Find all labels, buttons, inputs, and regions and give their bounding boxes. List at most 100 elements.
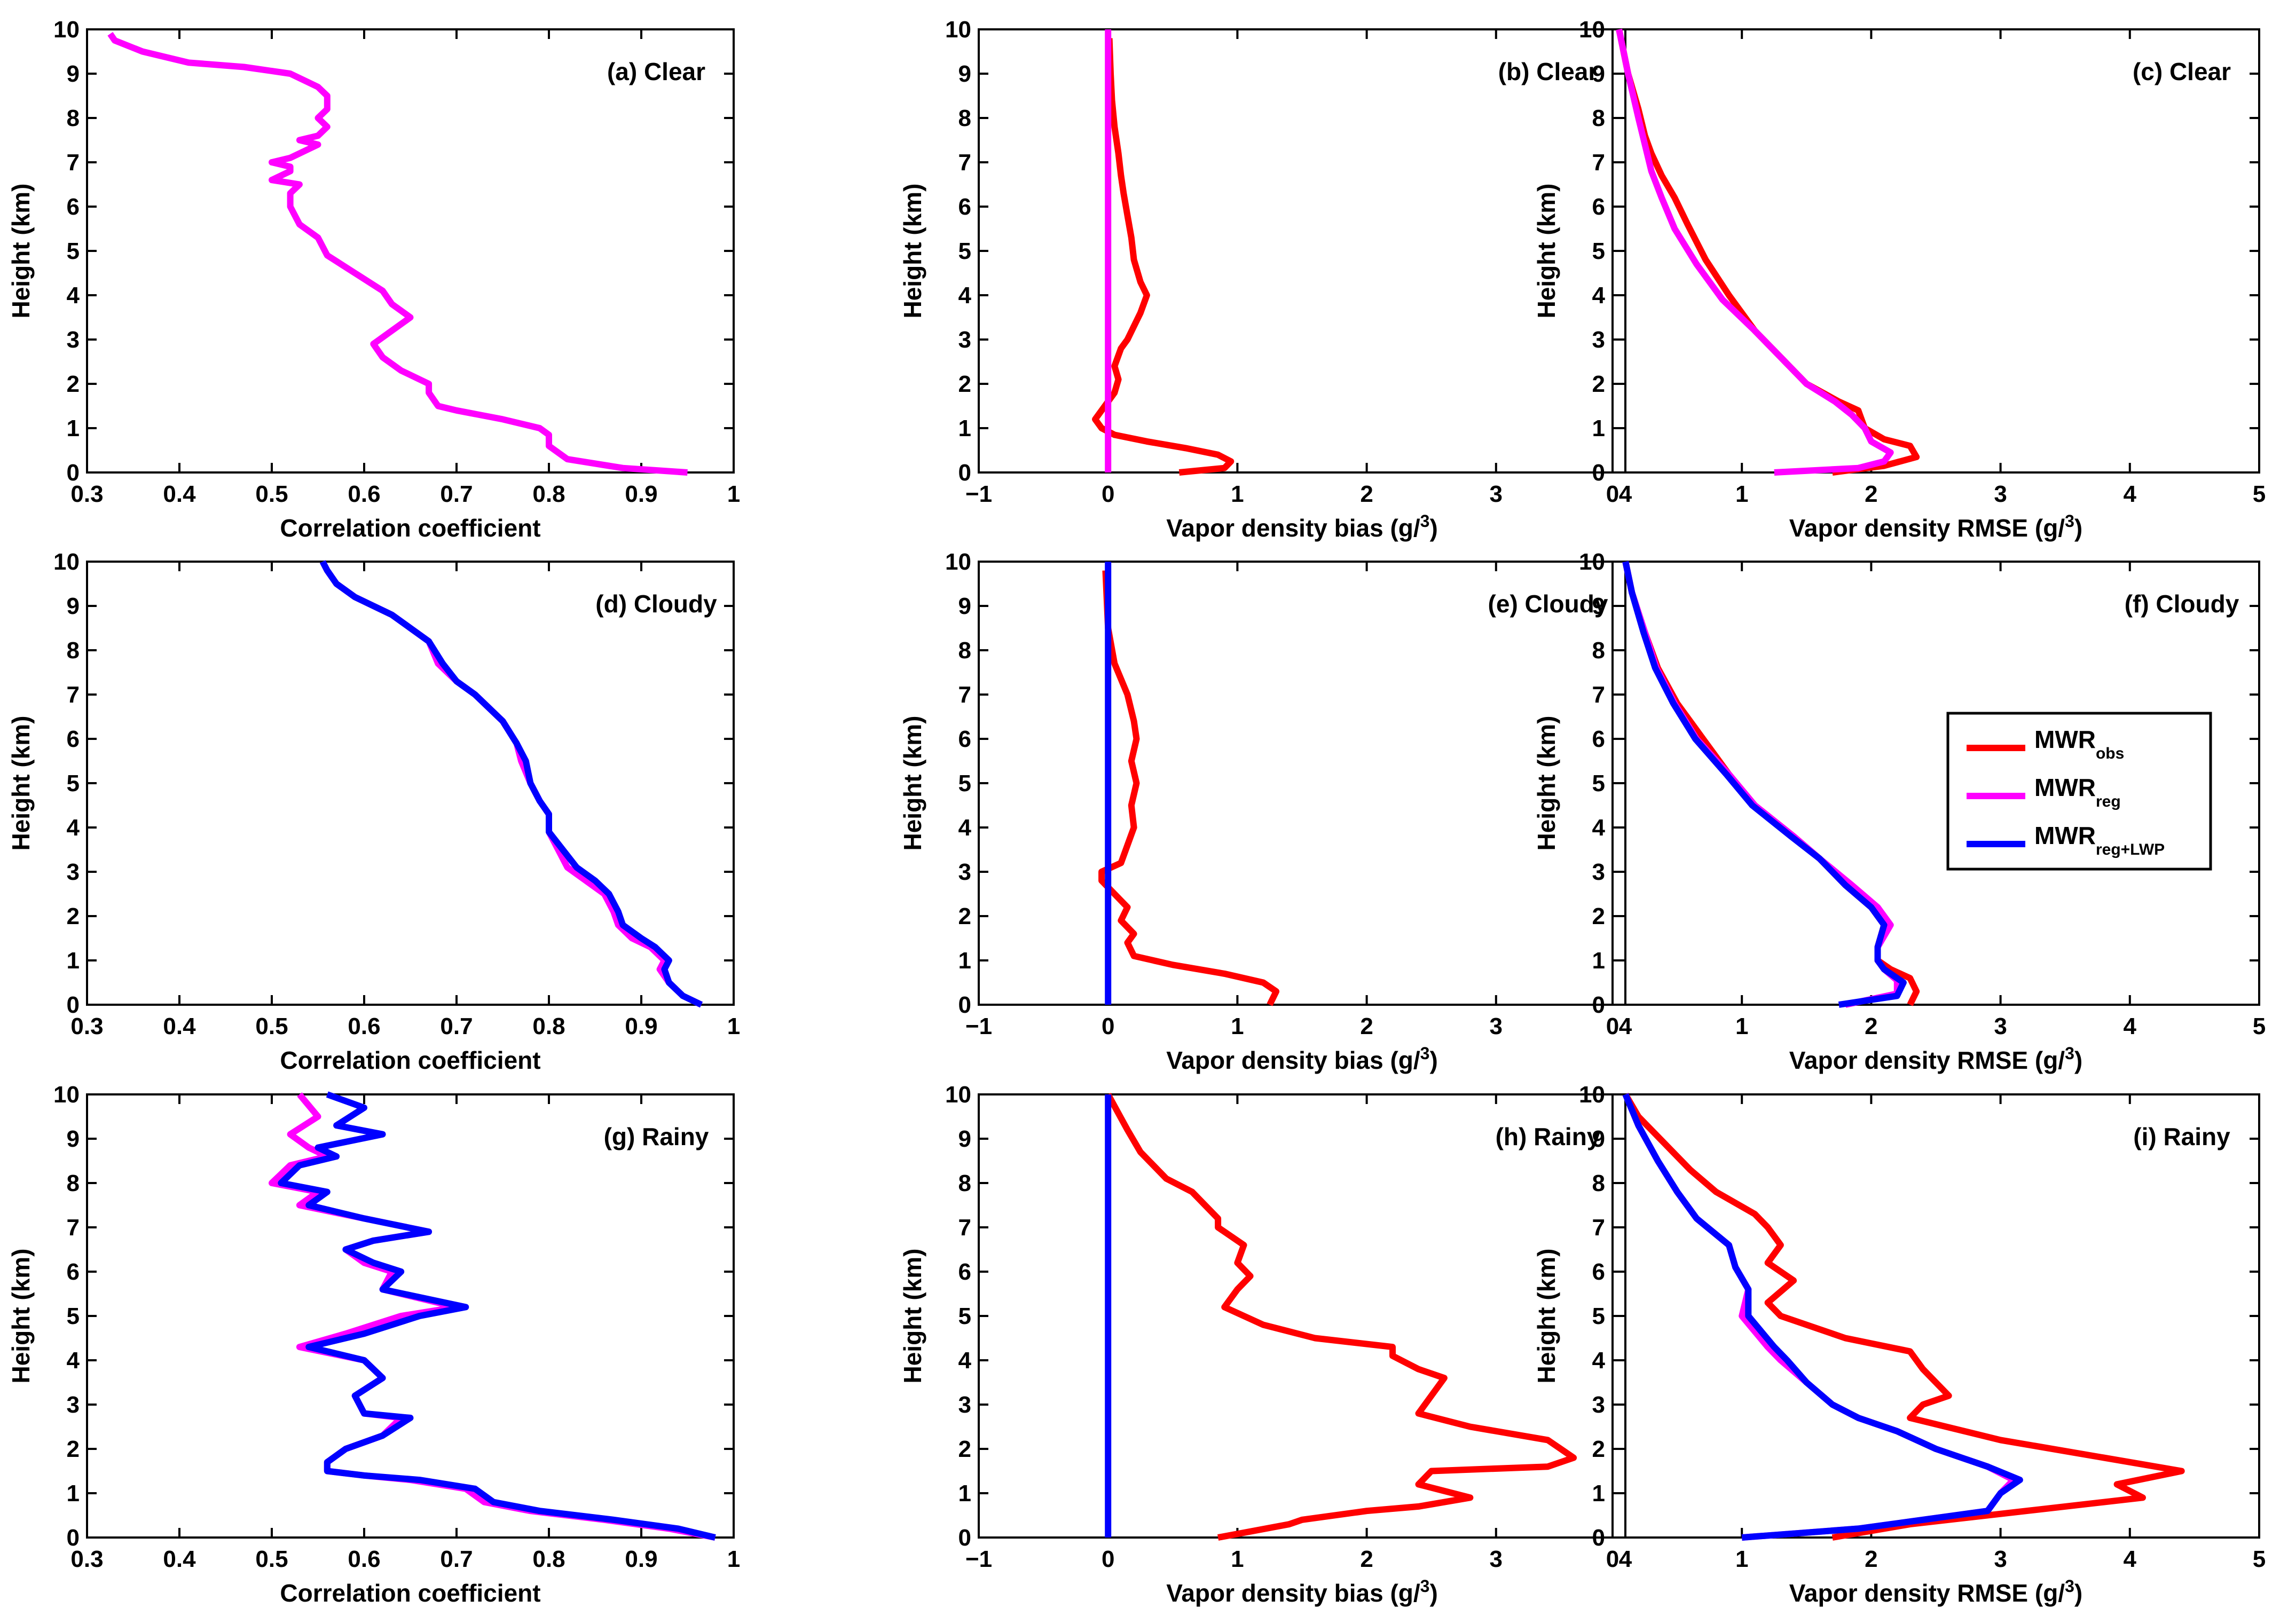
x-tick-label-b: 3 — [1490, 481, 1503, 507]
x-axis-label-f: Vapor density RMSE (g/3) — [1789, 1044, 2082, 1074]
y-axis-label-c: Height (km) — [1532, 184, 1560, 319]
y-tick-label-e: 10 — [945, 549, 971, 575]
y-tick-label-i: 1 — [1592, 1480, 1605, 1507]
x-tick-label-g: 0.7 — [440, 1546, 473, 1572]
x-tick-label-i: 5 — [2253, 1546, 2266, 1572]
y-tick-label-c: 3 — [1592, 327, 1605, 353]
y-tick-label-b: 1 — [958, 415, 971, 442]
y-tick-label-h: 6 — [958, 1259, 971, 1285]
x-tick-label-c: 1 — [1735, 481, 1748, 507]
x-tick-label-g: 0.3 — [70, 1546, 103, 1572]
legend-label-reg: MWRreg — [2034, 774, 2121, 810]
x-tick-label-d: 0.6 — [348, 1013, 380, 1039]
panel-a: 0 1 2 3 4 5 6 7 8 9 10 0.3 0.4 0.5 0.6 0.7 0.8 0.9 1 Height… — [7, 17, 740, 542]
x-tick-label-h: 1 — [1231, 1546, 1244, 1572]
y-tick-label-f: 5 — [1592, 770, 1605, 797]
y-tick-label-h: 9 — [958, 1126, 971, 1152]
y-axis-label-f: Height (km) — [1532, 716, 1560, 851]
y-tick-label-h: 7 — [958, 1215, 971, 1241]
y-tick-label-c: 5 — [1592, 238, 1605, 264]
x-axis-label-b: Vapor density bias (g/3) — [1166, 511, 1438, 542]
y-tick-label-e: 0 — [958, 992, 971, 1018]
x-tick-label-a: 0.4 — [163, 481, 196, 507]
y-tick-label-h: 2 — [958, 1436, 971, 1462]
series-g-reglwp — [278, 1091, 716, 1541]
x-tick-label-h: −1 — [965, 1546, 992, 1572]
x-axis-label-h: Vapor density bias (g/3) — [1166, 1576, 1438, 1607]
y-tick-label-e: 1 — [958, 948, 971, 974]
x-tick-label-g: 0.5 — [255, 1546, 288, 1572]
series-f-reglwp — [1622, 561, 1907, 1008]
x-tick-label-h: 0 — [1102, 1546, 1114, 1572]
y-tick-label-f: 0 — [1592, 992, 1605, 1018]
x-tick-label-e: 1 — [1231, 1013, 1244, 1039]
y-axis-label-a: Height (km) — [7, 184, 35, 319]
y-tick-label-g: 5 — [67, 1303, 80, 1329]
panel-title-i: (i) Rainy — [2133, 1123, 2230, 1150]
y-tick-label-a: 6 — [67, 194, 80, 220]
panel-f: 0 1 2 3 4 5 6 7 8 9 10 0 1 2 3 4 5 Height (km) Vapor densi… — [1532, 549, 2266, 1074]
series-b-obs — [1092, 38, 1235, 476]
y-tick-label-a: 10 — [53, 17, 80, 43]
y-tick-label-i: 6 — [1592, 1259, 1605, 1285]
x-tick-label-c: 2 — [1865, 481, 1877, 507]
y-tick-label-h: 8 — [958, 1170, 971, 1196]
x-tick-label-f: 4 — [2124, 1013, 2137, 1039]
x-tick-label-d: 1 — [727, 1013, 740, 1039]
x-tick-label-e: 0 — [1102, 1013, 1114, 1039]
y-tick-label-e: 9 — [958, 593, 971, 619]
x-tick-label-c: 5 — [2253, 481, 2266, 507]
y-tick-label-i: 5 — [1592, 1303, 1605, 1329]
axes-frame-c — [1611, 28, 2260, 474]
y-tick-label-i: 0 — [1592, 1525, 1605, 1551]
y-tick-label-f: 1 — [1592, 948, 1605, 974]
series-c-reg — [1616, 28, 1894, 476]
y-tick-label-i: 8 — [1592, 1170, 1605, 1196]
y-tick-label-i: 10 — [1579, 1082, 1605, 1108]
series-d-reglwp — [319, 560, 703, 1008]
x-tick-label-i: 3 — [1994, 1546, 2007, 1572]
x-tick-label-f: 3 — [1994, 1013, 2007, 1039]
x-tick-label-b: 1 — [1231, 481, 1244, 507]
y-tick-label-g: 7 — [67, 1215, 80, 1241]
y-tick-label-b: 2 — [958, 371, 971, 397]
y-tick-label-d: 3 — [67, 859, 80, 885]
panel-title-h: (h) Rainy — [1496, 1123, 1601, 1150]
x-tick-label-b: −1 — [965, 481, 992, 507]
y-tick-label-b: 6 — [958, 194, 971, 220]
series-c-obs — [1616, 28, 1920, 476]
x-tick-label-e: 2 — [1360, 1013, 1373, 1039]
y-axis-label-d: Height (km) — [7, 716, 35, 851]
panel-title-f: (f) Cloudy — [2125, 590, 2239, 618]
series-f-obs — [1622, 561, 1920, 1006]
x-tick-label-e: −1 — [965, 1013, 992, 1039]
x-axis-label-i: Vapor density RMSE (g/3) — [1789, 1576, 2082, 1607]
panel-title-b: (b) Clear — [1498, 58, 1598, 85]
y-tick-label-e: 8 — [958, 637, 971, 664]
y-tick-label-d: 9 — [67, 593, 80, 619]
axes-frame-i — [1611, 1093, 2260, 1539]
legend-label-obs: MWRobs — [2034, 726, 2124, 762]
x-tick-label-a: 0.8 — [532, 481, 565, 507]
y-tick-label-d: 4 — [67, 815, 80, 841]
y-tick-label-b: 5 — [958, 238, 971, 264]
y-tick-label-f: 9 — [1592, 593, 1605, 619]
y-tick-label-c: 6 — [1592, 194, 1605, 220]
x-tick-label-f: 5 — [2253, 1013, 2266, 1039]
x-axis-label-g: Correlation coefficient — [280, 1579, 540, 1607]
y-tick-label-c: 8 — [1592, 105, 1605, 131]
x-tick-label-a: 0.6 — [348, 481, 380, 507]
y-axis-label-g: Height (km) — [7, 1249, 35, 1384]
y-tick-label-e: 2 — [958, 903, 971, 929]
x-tick-label-c: 0 — [1606, 481, 1619, 507]
x-tick-label-i: 4 — [2124, 1546, 2137, 1572]
y-tick-label-b: 3 — [958, 327, 971, 353]
y-tick-label-d: 7 — [67, 682, 80, 708]
x-tick-label-d: 0.3 — [70, 1013, 103, 1039]
x-tick-label-b: 2 — [1360, 481, 1373, 507]
y-tick-label-c: 7 — [1592, 149, 1605, 176]
y-tick-label-h: 10 — [945, 1082, 971, 1108]
y-tick-label-f: 8 — [1592, 637, 1605, 664]
